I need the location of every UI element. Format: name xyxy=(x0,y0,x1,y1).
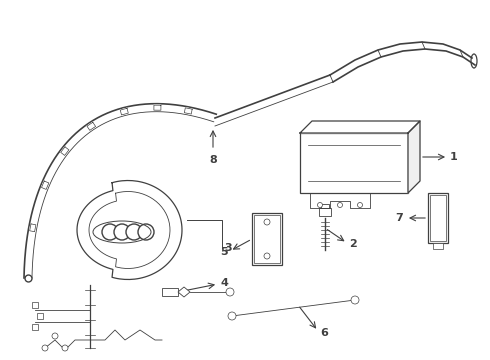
Bar xyxy=(319,208,331,216)
Bar xyxy=(300,133,408,193)
Circle shape xyxy=(264,219,270,225)
Circle shape xyxy=(351,296,359,304)
Polygon shape xyxy=(61,147,69,156)
Circle shape xyxy=(114,224,130,240)
Text: 3: 3 xyxy=(224,243,232,253)
Bar xyxy=(162,288,178,296)
Polygon shape xyxy=(30,224,36,232)
Bar xyxy=(428,193,448,243)
Circle shape xyxy=(42,345,48,351)
Text: 8: 8 xyxy=(209,155,217,165)
Bar xyxy=(37,313,43,319)
Bar xyxy=(32,302,38,308)
Polygon shape xyxy=(42,181,49,189)
Circle shape xyxy=(62,345,68,351)
Circle shape xyxy=(264,253,270,259)
Bar xyxy=(433,243,443,249)
Circle shape xyxy=(226,288,234,296)
Polygon shape xyxy=(154,105,161,110)
Ellipse shape xyxy=(318,202,322,207)
Polygon shape xyxy=(178,287,190,297)
Polygon shape xyxy=(408,121,420,193)
Ellipse shape xyxy=(471,54,477,68)
Text: 6: 6 xyxy=(320,328,328,338)
Bar xyxy=(430,195,446,241)
Circle shape xyxy=(126,224,142,240)
Circle shape xyxy=(52,333,58,339)
Ellipse shape xyxy=(358,202,363,207)
Circle shape xyxy=(228,312,236,320)
Text: 1: 1 xyxy=(450,152,458,162)
Bar xyxy=(32,324,38,330)
Polygon shape xyxy=(120,108,128,115)
Polygon shape xyxy=(300,121,420,133)
Polygon shape xyxy=(87,122,96,130)
Circle shape xyxy=(102,224,118,240)
Bar xyxy=(321,204,329,208)
Bar xyxy=(254,215,280,263)
Polygon shape xyxy=(77,180,182,279)
Polygon shape xyxy=(89,192,170,269)
Bar xyxy=(252,213,282,265)
Text: 7: 7 xyxy=(395,213,403,223)
Polygon shape xyxy=(184,108,192,114)
Ellipse shape xyxy=(338,202,343,207)
Text: 5: 5 xyxy=(220,247,228,257)
Circle shape xyxy=(138,224,154,240)
Text: 2: 2 xyxy=(349,239,357,249)
Text: 4: 4 xyxy=(220,278,228,288)
